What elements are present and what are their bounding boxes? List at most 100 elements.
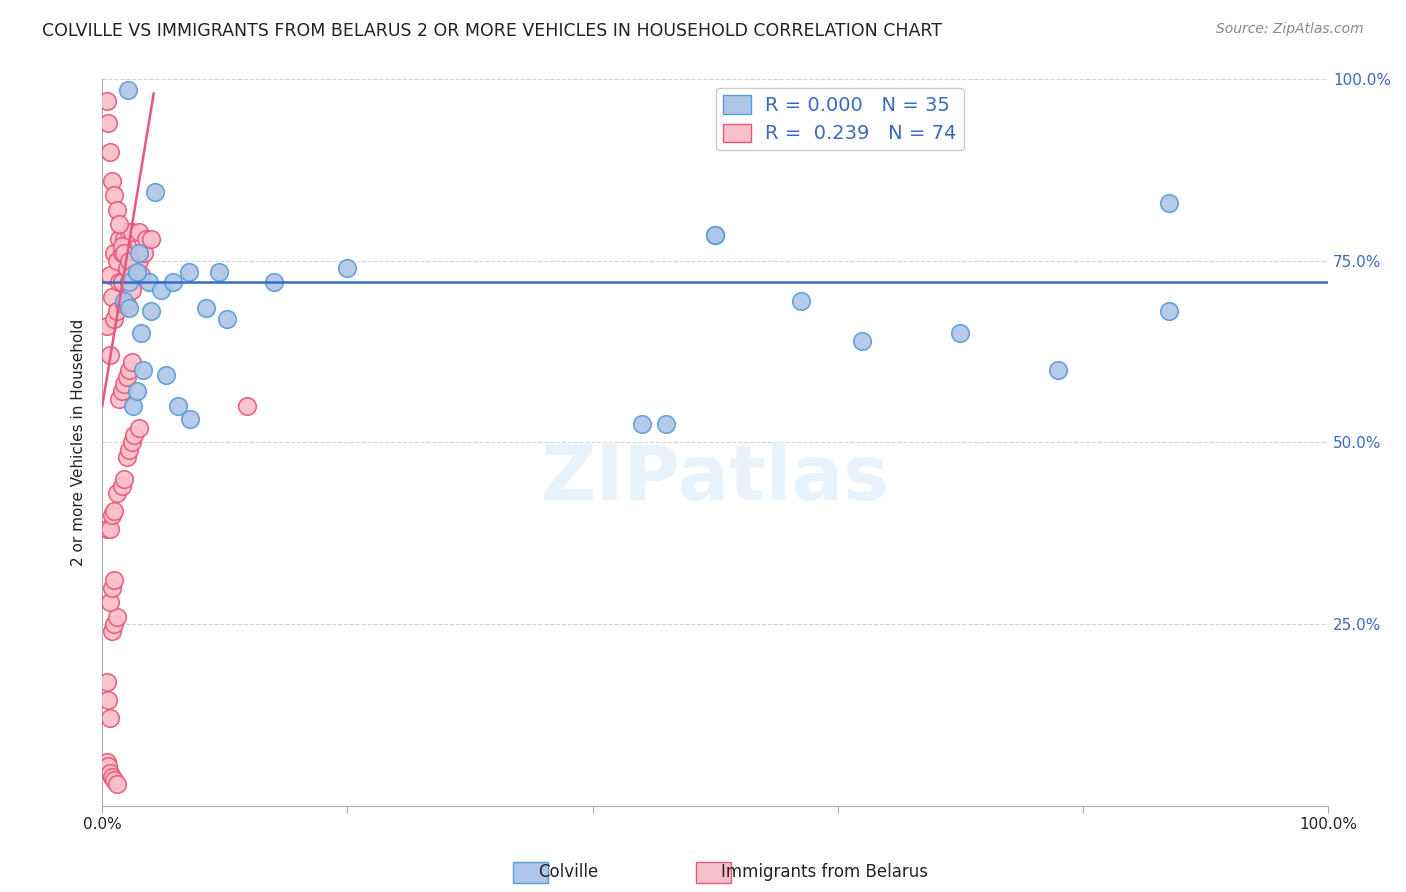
Point <box>108 276 131 290</box>
Legend: R = 0.000   N = 35, R =  0.239   N = 74: R = 0.000 N = 35, R = 0.239 N = 74 <box>716 88 963 150</box>
Point <box>103 504 125 518</box>
Point <box>97 758 120 772</box>
Point <box>115 297 138 311</box>
Point <box>103 773 125 788</box>
Point <box>141 232 163 246</box>
Point <box>105 304 128 318</box>
Point <box>96 755 118 769</box>
Point <box>118 442 141 457</box>
Point <box>112 377 135 392</box>
Point <box>122 428 145 442</box>
Text: Source: ZipAtlas.com: Source: ZipAtlas.com <box>1216 22 1364 37</box>
Point <box>118 276 141 290</box>
Point <box>105 486 128 500</box>
Point <box>949 326 972 341</box>
Point <box>121 355 143 369</box>
Point <box>336 260 359 275</box>
Text: Colville: Colville <box>538 863 599 881</box>
Point <box>704 228 727 243</box>
Point <box>263 276 285 290</box>
Point <box>96 675 118 690</box>
Point <box>112 293 135 308</box>
Point <box>103 574 125 588</box>
Point <box>108 232 131 246</box>
Point <box>111 239 134 253</box>
Text: Immigrants from Belarus: Immigrants from Belarus <box>721 863 928 881</box>
Point <box>111 479 134 493</box>
Point <box>98 595 121 609</box>
Point <box>115 260 138 275</box>
Point <box>1157 195 1180 210</box>
Point <box>115 450 138 464</box>
Point <box>128 421 150 435</box>
Point <box>97 693 120 707</box>
Point <box>704 228 727 243</box>
Point <box>125 264 148 278</box>
Point <box>103 188 125 202</box>
Point <box>122 260 145 275</box>
Point <box>121 435 143 450</box>
Point <box>851 334 873 348</box>
Point <box>236 399 259 413</box>
Point <box>96 94 118 108</box>
Text: ZIPatlas: ZIPatlas <box>541 442 890 516</box>
Point <box>105 609 128 624</box>
Point <box>162 276 184 290</box>
Point <box>117 83 139 97</box>
Point <box>101 290 124 304</box>
Point <box>111 246 134 260</box>
Point <box>118 253 141 268</box>
Point <box>208 264 231 278</box>
Point <box>135 232 157 246</box>
Point <box>98 765 121 780</box>
Point <box>150 283 173 297</box>
Point <box>790 293 813 308</box>
Point <box>98 523 121 537</box>
Point <box>131 326 153 341</box>
Point <box>96 319 118 334</box>
Point <box>98 145 121 159</box>
Point <box>103 246 125 260</box>
Point <box>125 384 148 399</box>
Point <box>98 348 121 362</box>
Point <box>630 417 652 431</box>
Point <box>115 239 138 253</box>
Point <box>101 770 124 784</box>
Point <box>111 276 134 290</box>
Point <box>179 264 201 278</box>
Point <box>131 268 153 282</box>
Point <box>128 253 150 268</box>
Point <box>195 301 218 315</box>
Point <box>108 392 131 406</box>
Point <box>118 301 141 315</box>
Point <box>1047 362 1070 376</box>
Point <box>118 225 141 239</box>
Point <box>217 311 239 326</box>
Point <box>125 268 148 282</box>
Point <box>155 368 177 383</box>
Point <box>111 384 134 399</box>
Point <box>97 115 120 129</box>
Point <box>105 777 128 791</box>
Point <box>655 417 678 431</box>
Point <box>108 217 131 231</box>
Point <box>118 276 141 290</box>
Point <box>98 268 121 282</box>
Point <box>179 412 201 426</box>
Point <box>105 202 128 217</box>
Point <box>1157 304 1180 318</box>
Point <box>125 253 148 268</box>
Point <box>101 174 124 188</box>
Point <box>112 472 135 486</box>
Y-axis label: 2 or more Vehicles in Household: 2 or more Vehicles in Household <box>72 318 86 566</box>
Point <box>121 225 143 239</box>
Point <box>103 311 125 326</box>
Point <box>128 225 150 239</box>
Point <box>112 232 135 246</box>
Point <box>105 253 128 268</box>
Point <box>101 581 124 595</box>
Point <box>141 304 163 318</box>
Point <box>103 616 125 631</box>
Text: COLVILLE VS IMMIGRANTS FROM BELARUS 2 OR MORE VEHICLES IN HOUSEHOLD CORRELATION : COLVILLE VS IMMIGRANTS FROM BELARUS 2 OR… <box>42 22 942 40</box>
Point <box>121 399 143 413</box>
